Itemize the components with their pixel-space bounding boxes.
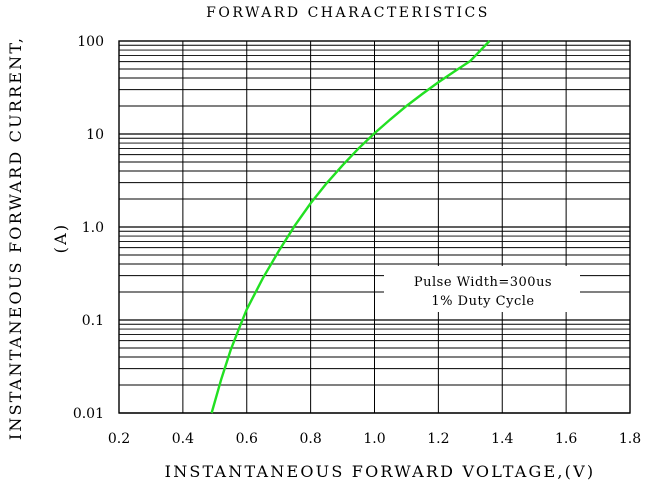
x-tick-label: 0.8 <box>299 431 321 447</box>
x-tick-label: 0.4 <box>172 431 194 447</box>
y-axis-label-line-1: INSTANTANEOUS FORWARD CURRENT, <box>6 36 25 440</box>
y-tick-label: 10 <box>86 127 104 143</box>
annotation-box: Pulse Width=300us 1% Duty Cycle <box>384 266 580 312</box>
x-tick-label: 1.4 <box>491 431 513 447</box>
y-axis-label-line-2: (A) <box>51 223 70 254</box>
annotation-line-2: 1% Duty Cycle <box>431 294 534 309</box>
annotation-background <box>384 266 580 312</box>
plot-frame <box>118 40 631 414</box>
y-tick-label: 100 <box>77 34 104 50</box>
x-axis-label: INSTANTANEOUS FORWARD VOLTAGE,(V) <box>165 462 596 481</box>
x-tick-label: 1.2 <box>427 431 449 447</box>
grid <box>118 41 631 414</box>
annotation-line-1: Pulse Width=300us <box>414 275 552 290</box>
x-tick-label: 1.0 <box>363 431 385 447</box>
y-tick-label: 0.01 <box>73 406 104 422</box>
x-tick-labels: 0.2 0.4 0.6 0.8 1.0 1.2 1.4 1.6 1.8 <box>108 431 641 447</box>
forward-current-curve <box>210 40 491 414</box>
x-tick-label: 0.2 <box>108 431 130 447</box>
y-tick-label: 1.0 <box>82 220 104 236</box>
x-tick-label: 1.6 <box>555 431 577 447</box>
y-tick-labels: 0.01 0.1 1.0 10 100 <box>73 34 104 422</box>
plot-border <box>118 40 631 414</box>
y-tick-label: 0.1 <box>82 313 104 329</box>
x-tick-label: 0.6 <box>236 431 258 447</box>
chart-title: FORWARD CHARACTERISTICS <box>206 5 490 21</box>
x-tick-label: 1.8 <box>619 431 641 447</box>
